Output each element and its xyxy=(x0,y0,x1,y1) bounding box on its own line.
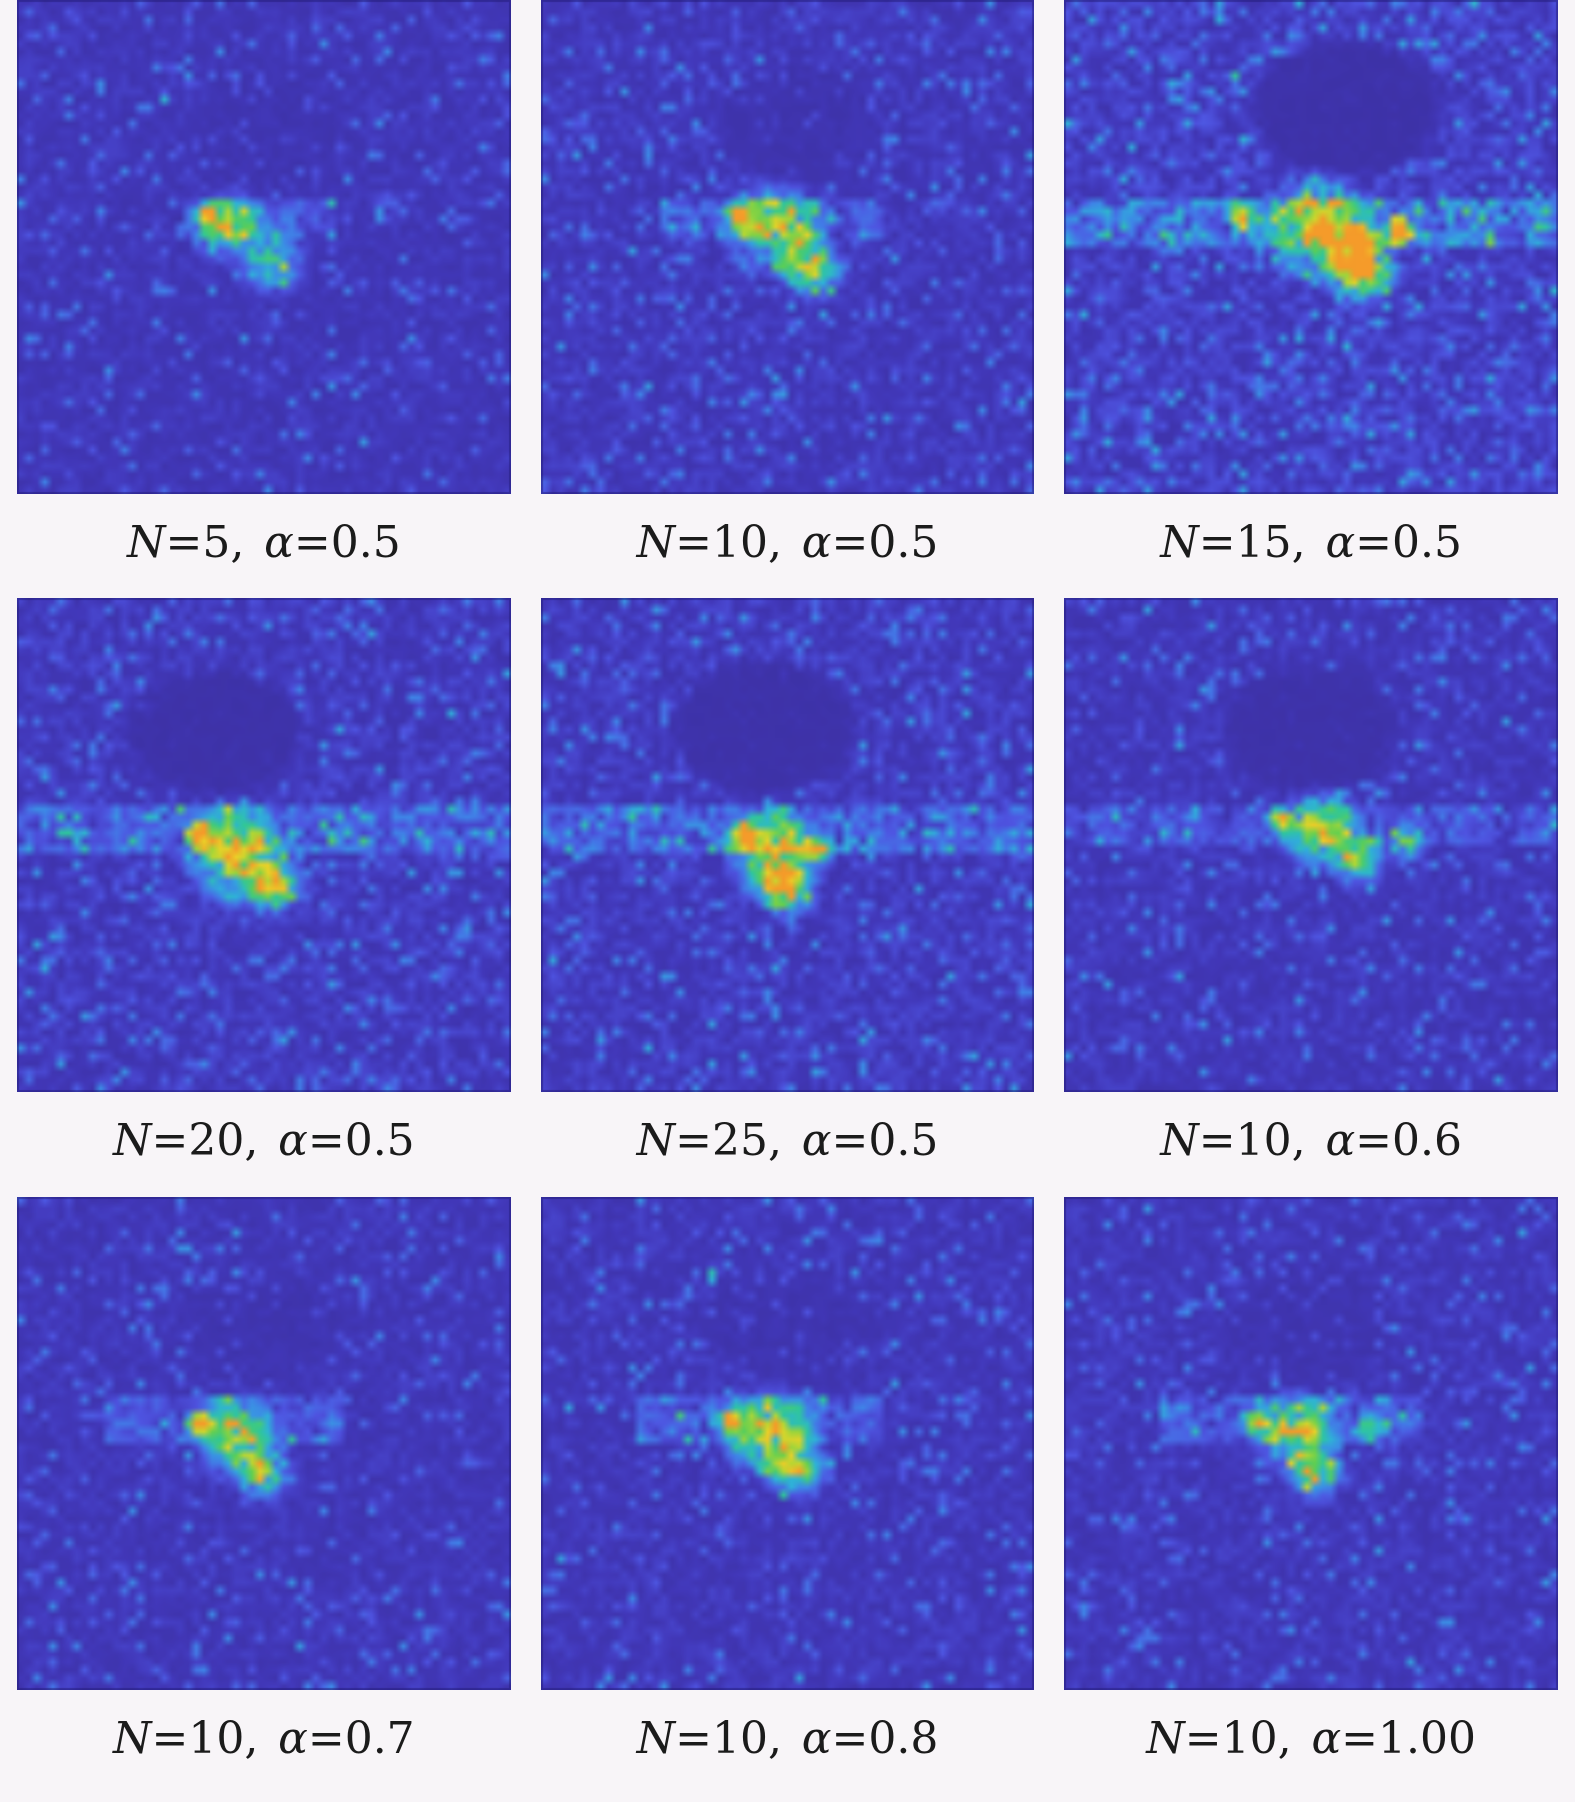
panel-caption: N=10, α=0.5 xyxy=(541,494,1035,599)
caption-n-value: =10, xyxy=(675,516,782,568)
caption-alpha-symbol: α xyxy=(1325,516,1356,568)
caption-alpha-symbol: α xyxy=(801,1713,832,1765)
caption-alpha-value: =0.5 xyxy=(293,516,401,568)
panel-caption: N=10, α=1.00 xyxy=(1064,1690,1558,1795)
caption-n-symbol: N xyxy=(1160,516,1199,568)
panel-caption: N=10, α=0.7 xyxy=(17,1690,511,1795)
caption-n-value: =5, xyxy=(165,516,245,568)
caption-n-symbol: N xyxy=(112,1114,152,1166)
heatmap-panel-2: N=10, α=0.5 xyxy=(540,0,1035,599)
heatmap-image-1 xyxy=(17,0,511,494)
heatmap-panel-3: N=15, α=0.5 xyxy=(1064,0,1558,598)
caption-alpha-symbol: α xyxy=(1325,1114,1356,1166)
heatmap-panel-7: N=10, α=0.7 xyxy=(17,1196,511,1795)
heatmap-image-7 xyxy=(17,1196,511,1691)
caption-n-value: =25, xyxy=(675,1114,782,1166)
caption-alpha-value: =0.5 xyxy=(831,1114,939,1166)
caption-alpha-value: =0.5 xyxy=(1355,516,1462,568)
caption-alpha-value: =0.5 xyxy=(831,516,939,568)
caption-n-symbol: N xyxy=(636,516,676,568)
caption-n-value: =20, xyxy=(151,1114,259,1166)
heatmap-image-8 xyxy=(540,1196,1035,1691)
caption-alpha-value: =0.8 xyxy=(831,1713,939,1765)
heatmap-image-9 xyxy=(1064,1196,1558,1691)
heatmap-image-2 xyxy=(540,0,1035,494)
heatmap-panel-6: N=10, α=0.6 xyxy=(1064,598,1558,1196)
heatmap-panel-8: N=10, α=0.8 xyxy=(540,1196,1035,1795)
caption-n-symbol: N xyxy=(126,516,166,568)
caption-alpha-symbol: α xyxy=(264,516,294,568)
panel-caption: N=10, α=0.6 xyxy=(1064,1092,1558,1197)
panel-caption: N=20, α=0.5 xyxy=(17,1092,511,1197)
panel-caption: N=15, α=0.5 xyxy=(1064,494,1558,599)
caption-alpha-symbol: α xyxy=(278,1114,308,1166)
caption-alpha-value: =0.6 xyxy=(1355,1114,1462,1166)
caption-n-value: =15, xyxy=(1198,516,1306,568)
heatmap-image-5 xyxy=(540,598,1035,1092)
caption-alpha-value: =0.7 xyxy=(307,1713,415,1765)
caption-n-value: =10, xyxy=(1184,1713,1292,1765)
panel-caption: N=5, α=0.5 xyxy=(17,494,511,599)
caption-n-symbol: N xyxy=(1146,1713,1185,1765)
caption-alpha-value: =1.00 xyxy=(1341,1713,1476,1765)
heatmap-panel-5: N=25, α=0.5 xyxy=(540,598,1035,1197)
panel-caption: N=10, α=0.8 xyxy=(541,1690,1035,1795)
caption-alpha-symbol: α xyxy=(801,1114,832,1166)
caption-n-value: =10, xyxy=(151,1713,259,1765)
caption-alpha-symbol: α xyxy=(278,1713,308,1765)
caption-n-symbol: N xyxy=(636,1114,676,1166)
caption-n-symbol: N xyxy=(1160,1114,1199,1166)
caption-n-symbol: N xyxy=(112,1713,152,1765)
heatmap-panel-4: N=20, α=0.5 xyxy=(17,598,511,1196)
heatmap-panel-9: N=10, α=1.00 xyxy=(1064,1196,1558,1795)
heatmap-image-3 xyxy=(1064,0,1558,494)
caption-alpha-symbol: α xyxy=(1311,1713,1342,1765)
heatmap-panel-1: N=5, α=0.5 xyxy=(17,0,511,598)
caption-alpha-symbol: α xyxy=(801,516,832,568)
caption-alpha-value: =0.5 xyxy=(307,1114,415,1166)
caption-n-value: =10, xyxy=(1198,1114,1306,1166)
heatmap-image-4 xyxy=(17,598,511,1092)
panel-caption: N=25, α=0.5 xyxy=(541,1092,1035,1197)
caption-n-symbol: N xyxy=(636,1713,676,1765)
caption-n-value: =10, xyxy=(675,1713,782,1765)
heatmap-image-6 xyxy=(1064,598,1558,1092)
